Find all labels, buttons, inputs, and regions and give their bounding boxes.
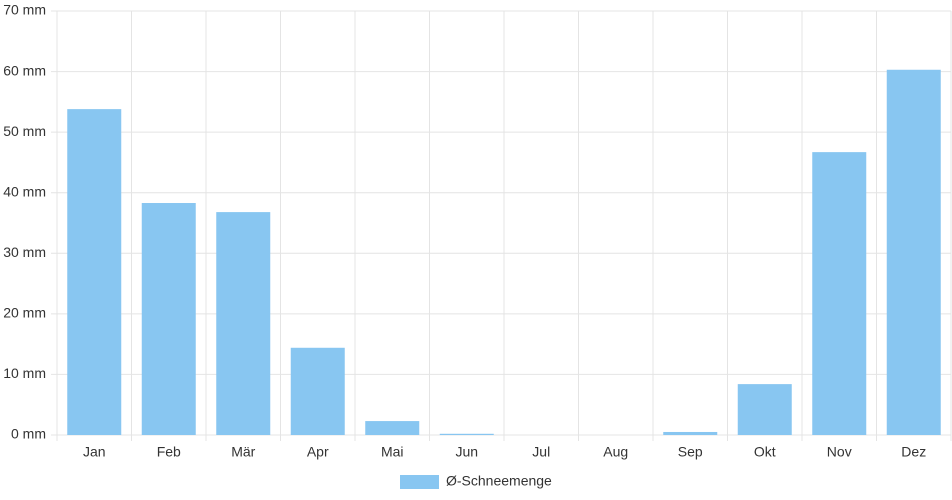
x-tick-label: Mai — [381, 444, 404, 460]
bar — [886, 69, 941, 436]
x-tick-label: Dez — [901, 444, 926, 460]
x-tick-label: Nov — [827, 444, 852, 460]
x-tick-label: Sep — [678, 444, 703, 460]
y-tick-label: 20 mm — [3, 305, 46, 321]
x-tick-label: Aug — [603, 444, 628, 460]
y-tick-label: 0 mm — [11, 426, 46, 442]
bar — [365, 421, 420, 435]
bar — [663, 431, 718, 435]
y-tick-label: 40 mm — [3, 183, 46, 199]
bar — [141, 203, 196, 435]
y-tick-label: 30 mm — [3, 244, 46, 260]
x-tick-label: Mär — [231, 444, 255, 460]
x-tick-label: Jan — [83, 444, 106, 460]
x-tick-label: Apr — [307, 444, 329, 460]
bar — [737, 384, 792, 435]
legend-swatch — [400, 475, 439, 489]
y-tick-label: 70 mm — [3, 2, 46, 18]
bar — [812, 152, 867, 436]
y-tick-label: 10 mm — [3, 365, 46, 381]
y-tick-label: 60 mm — [3, 62, 46, 78]
x-tick-label: Feb — [157, 444, 181, 460]
bar — [67, 109, 122, 435]
bar — [439, 433, 494, 435]
x-tick-label: Okt — [754, 444, 776, 460]
legend-label: Ø-Schneemenge — [446, 473, 552, 489]
x-tick-label: Jul — [532, 444, 550, 460]
bar — [290, 347, 345, 435]
y-tick-label: 50 mm — [3, 123, 46, 139]
bar — [216, 212, 271, 435]
x-tick-label: Jun — [455, 444, 478, 460]
